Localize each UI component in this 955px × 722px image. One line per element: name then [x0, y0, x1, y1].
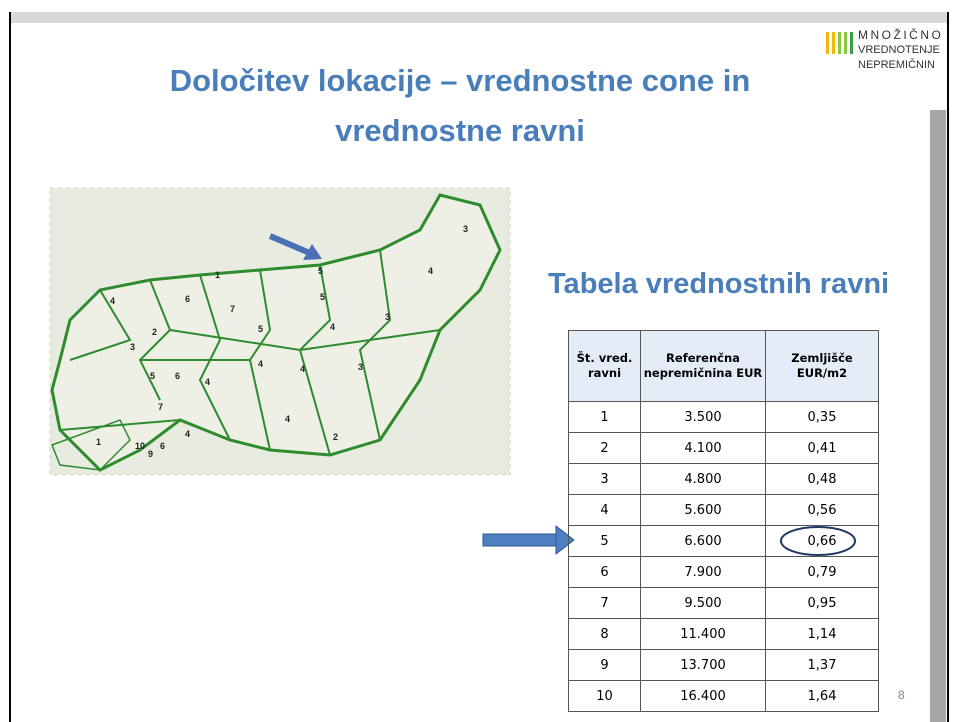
table-cell: 0,35 — [765, 401, 879, 433]
table-cell: 1,64 — [765, 680, 879, 712]
table-cell: 0,66 — [765, 525, 879, 557]
table-row: 6 7.900 0,79 — [568, 556, 879, 588]
page-number: 8 — [898, 688, 905, 702]
value-table: Št. vred. ravni Referenčna nepremičnina E… — [568, 330, 879, 712]
table-row: 9 13.700 1,37 — [568, 649, 879, 681]
table-row: 1 3.500 0,35 — [568, 401, 879, 433]
table-cell: 0,41 — [765, 432, 879, 464]
table-cell: 3.500 — [640, 401, 766, 433]
table-cell: 10 — [568, 680, 641, 712]
table-cell: 0,56 — [765, 494, 879, 526]
header-cell: Zemljišče EUR/m2 — [765, 330, 879, 402]
table-cell: 1,14 — [765, 618, 879, 650]
table-cell: 1,37 — [765, 649, 879, 681]
table-cell: 13.700 — [640, 649, 766, 681]
table-cell: 8 — [568, 618, 641, 650]
table-cell: 2 — [568, 432, 641, 464]
logo-line: MNOŽIČNO — [858, 28, 944, 42]
table-row: 3 4.800 0,48 — [568, 463, 879, 495]
table-cell: 9.500 — [640, 587, 766, 619]
logo-bars — [826, 32, 853, 54]
table-cell: 0,48 — [765, 463, 879, 495]
table-cell: 3 — [568, 463, 641, 495]
table-row: 7 9.500 0,95 — [568, 587, 879, 619]
map — [49, 187, 511, 476]
logo-line: NEPREMIČNIN — [858, 59, 936, 71]
subtitle: Tabela vrednostnih ravni — [548, 268, 890, 300]
logo: MNOŽIČNO VREDNOTENJE NEPREMIČNIN — [858, 28, 943, 73]
table-cell: 6.600 — [640, 525, 766, 557]
table-cell: 0,79 — [765, 556, 879, 588]
table-cell: 7.900 — [640, 556, 766, 588]
table-cell: 16.400 — [640, 680, 766, 712]
header-cell: Referenčna nepremičnina EUR — [640, 330, 766, 402]
table-cell: 4.100 — [640, 432, 766, 464]
table-cell: 5 — [568, 525, 641, 557]
table-cell: 7 — [568, 587, 641, 619]
header-cell: Št. vred. ravni — [568, 330, 641, 402]
table-row: 2 4.100 0,41 — [568, 432, 879, 464]
table-cell: 5.600 — [640, 494, 766, 526]
row-arrow — [482, 524, 575, 556]
side-band — [930, 110, 946, 722]
table-cell: 6 — [568, 556, 641, 588]
title: Določitev lokacije – vrednostne cone in … — [169, 63, 751, 148]
top-band — [10, 12, 948, 23]
table-row: 10 16.400 1,64 — [568, 680, 879, 712]
table-cell: 9 — [568, 649, 641, 681]
table-cell: 11.400 — [640, 618, 766, 650]
table-cell: 4.800 — [640, 463, 766, 495]
table-cell: 1 — [568, 401, 641, 433]
table-cell: 0,95 — [765, 587, 879, 619]
logo-line: VREDNOTENJE — [858, 44, 940, 56]
table-row: 4 5.600 0,56 — [568, 494, 879, 526]
table-row: 8 11.400 1,14 — [568, 618, 879, 650]
table-cell: 4 — [568, 494, 641, 526]
table-row: 5 6.600 0,66 — [568, 525, 879, 557]
